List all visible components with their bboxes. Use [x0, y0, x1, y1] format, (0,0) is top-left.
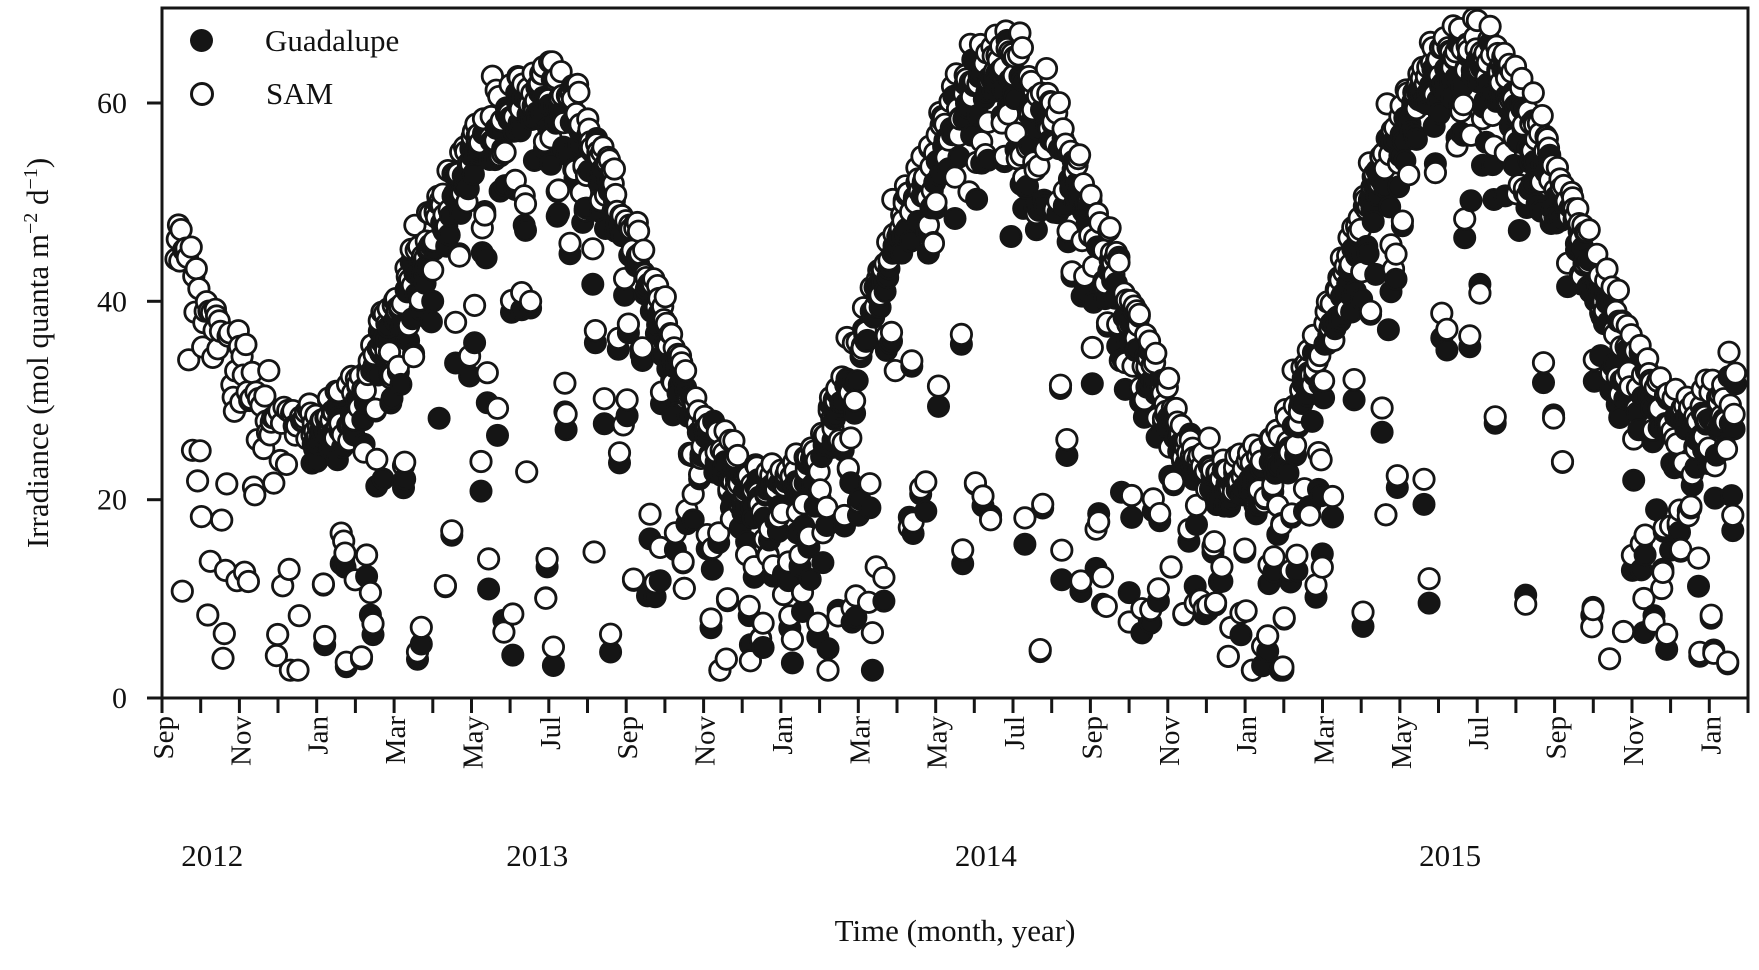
x-axis-labels: Sep Nov Jan Mar May Jul Sep Nov Jan Mar May Jul Sep N…: [148, 716, 1727, 770]
x-axis-year-labels: 2012 2013 2014 2015: [181, 838, 1481, 873]
x-tick-label: Sep: [1541, 716, 1573, 760]
y-title-text-2: d: [20, 189, 56, 213]
x-tick-label: Nov: [1154, 716, 1186, 766]
legend-label-sam: SAM: [266, 76, 334, 111]
x-tick-label: Nov: [690, 716, 722, 766]
x-tick-label: May: [922, 716, 954, 770]
x-tick-label: Jul: [535, 716, 567, 750]
y-title-sup-1: −2: [19, 212, 42, 234]
y-title-text-3: ): [20, 157, 56, 169]
y-title-sup-2: −1: [19, 168, 42, 190]
x-tick-label: Mar: [1309, 716, 1341, 765]
x-tick-label: Jan: [1695, 716, 1727, 755]
legend-item-guadalupe: Guadalupe: [190, 14, 399, 67]
year-label: 2013: [506, 838, 568, 873]
x-tick-label: Jul: [1463, 716, 1495, 750]
x-tick-label: Jan: [303, 716, 335, 755]
y-tick-label: 0: [112, 682, 127, 715]
x-tick-label: May: [458, 716, 490, 770]
legend: Guadalupe SAM: [190, 14, 399, 120]
y-tick-label: 40: [97, 285, 127, 318]
y-axis-title: Irradiance (mol quanta m−2 d−1): [20, 158, 56, 548]
x-tick-label: Sep: [612, 716, 644, 760]
x-tick-label: Jan: [1231, 716, 1263, 755]
y-axis-labels: 0 20 40 60: [97, 87, 127, 715]
legend-label-guadalupe: Guadalupe: [265, 23, 400, 58]
x-tick-label: Jan: [767, 716, 799, 755]
x-tick-label: Sep: [1076, 716, 1108, 760]
x-tick-label: Nov: [1618, 716, 1650, 766]
x-tick-label: Mar: [844, 716, 876, 765]
year-label: 2014: [955, 838, 1018, 873]
x-tick-label: Nov: [225, 716, 257, 766]
x-tick-label: May: [1386, 716, 1418, 770]
x-tick-label: Sep: [148, 716, 180, 760]
x-axis-title: Time (month, year): [834, 913, 1076, 948]
y-tick-label: 60: [97, 87, 127, 120]
y-title-text: Irradiance (mol quanta m: [20, 233, 56, 549]
legend-item-sam: SAM: [190, 67, 399, 120]
x-axis-ticks: [160, 699, 1750, 713]
x-tick-label: Jul: [999, 716, 1031, 750]
filled-circle-icon: [190, 29, 213, 52]
open-circle-icon: [190, 81, 214, 106]
plot-frame: [160, 6, 1750, 700]
y-tick-label: 20: [97, 484, 127, 517]
year-label: 2012: [181, 838, 243, 873]
x-tick-label: Mar: [380, 716, 412, 765]
year-label: 2015: [1419, 838, 1481, 873]
y-axis-ticks: [147, 101, 161, 700]
scatter-points: [164, 7, 1748, 682]
